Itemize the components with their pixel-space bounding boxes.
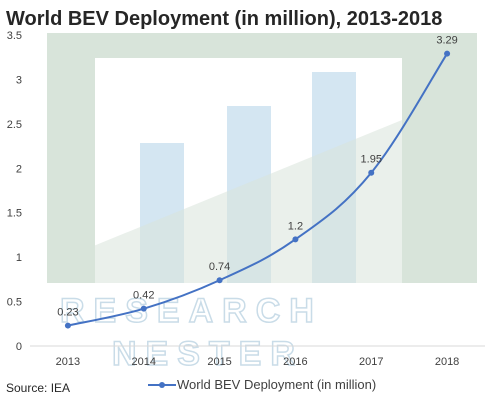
chart-title: World BEV Deployment (in million), 2013-…: [6, 8, 442, 30]
data-point: [444, 50, 451, 57]
watermark-trend-band: [47, 120, 402, 283]
y-tick-label: 0.5: [7, 297, 22, 309]
data-point: [64, 322, 71, 329]
series-line-group: [64, 50, 451, 329]
y-tick-label: 3.5: [7, 30, 22, 42]
x-tick-label: 2014: [132, 356, 156, 368]
x-tick-label: 2015: [207, 356, 231, 368]
y-axis: 0 0.5 1 1.5 2 2.5 3 3.5: [7, 30, 22, 353]
x-tick-label: 2013: [56, 356, 80, 368]
data-label: 3.29: [436, 35, 457, 47]
data-point: [140, 305, 147, 312]
x-tick-label: 2016: [283, 356, 307, 368]
data-point: [292, 236, 299, 243]
x-tick-label: 2018: [435, 356, 459, 368]
data-label: 1.95: [361, 154, 382, 166]
legend-marker: [159, 382, 165, 388]
source-note: Source: IEA: [6, 381, 70, 395]
data-point: [368, 169, 375, 176]
y-tick-label: 1: [16, 252, 22, 264]
data-label: 1.2: [288, 220, 303, 232]
legend: World BEV Deployment (in million): [148, 377, 376, 392]
y-tick-label: 3: [16, 74, 22, 86]
data-label: 0.23: [57, 307, 78, 319]
watermark-line-1: RESEARCH: [60, 292, 323, 330]
data-labels: 0.23 0.42 0.74 1.2 1.95 3.29: [57, 35, 458, 319]
x-axis: 2013 2014 2015 2016 2017 2018: [56, 356, 460, 368]
watermark-line-2: NESTER: [112, 335, 304, 373]
watermark-frame-right: [402, 33, 477, 283]
y-tick-label: 1.5: [7, 208, 22, 220]
legend-label: World BEV Deployment (in million): [177, 377, 376, 392]
y-tick-label: 2.5: [7, 119, 22, 131]
data-label: 0.42: [133, 290, 154, 302]
watermark-logo: RESEARCH NESTER: [47, 33, 477, 374]
data-label: 0.74: [209, 261, 230, 273]
x-tick-label: 2017: [359, 356, 383, 368]
data-point: [216, 277, 223, 284]
watermark-frame-left: [47, 33, 95, 283]
y-tick-label: 2: [16, 163, 22, 175]
y-tick-label: 0: [16, 341, 22, 353]
